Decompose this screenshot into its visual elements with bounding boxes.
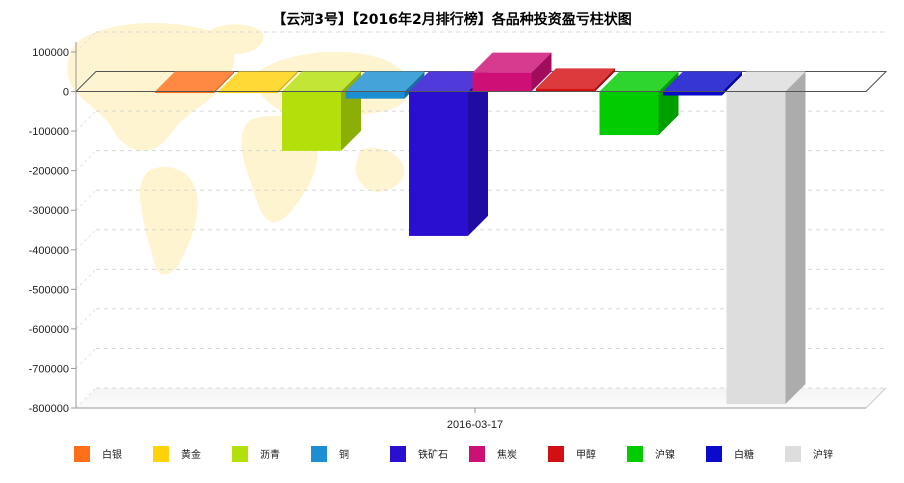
bar [218,71,298,94]
gridline-depth [75,308,97,330]
legend: 白银 黄金 沥青 铜 铁矿石 焦炭 甲醇 沪镍 白糖 沪锌 [74,446,833,462]
bar-front [218,91,278,94]
bar-top [218,71,298,92]
gridline-depth [75,31,97,53]
legend-swatch [153,446,169,462]
world-map-background [67,22,411,275]
legend-swatch [469,446,485,462]
y-tick-label: 0 [63,87,69,99]
bar [472,52,552,92]
legend-item[interactable]: 黄金 [153,446,201,462]
legend-swatch [74,446,90,462]
bar-top [345,71,425,92]
y-tick-label: -300000 [29,205,69,217]
bar-front [155,91,214,94]
bars [155,52,806,405]
legend-label: 沥青 [260,448,280,461]
legend-label: 铁矿石 [418,448,448,461]
bar [155,71,234,94]
bar-top [663,71,742,92]
zero-plane-front-edge [76,71,887,93]
bar-top [599,71,679,92]
bar [663,71,742,96]
chart-title: 【云河3号】【2016年2月排行榜】各品种投资盈亏柱状图 [272,11,631,28]
bar-front [726,91,786,405]
bar-front [663,91,722,96]
y-tick-label: -100000 [29,126,69,138]
legend-label: 甲醇 [576,448,596,461]
y-tick-label: -200000 [29,166,69,178]
y-axis: 100000 0 -100000 -200000 -300000 -400000 -5000… [29,42,77,415]
legend-item[interactable]: 铜 [311,446,349,462]
legend-item[interactable]: 沪镍 [627,446,675,462]
legend-item[interactable]: 沪锌 [785,446,833,462]
legend-swatch [548,446,564,462]
bar-side [277,71,298,94]
bar [536,68,615,92]
legend-item[interactable]: 白糖 [706,446,754,462]
gridline-depth [75,150,97,172]
legend-label: 白糖 [734,448,754,461]
gridline-depth [75,189,97,211]
gridline-depth [75,268,97,290]
legend-item[interactable]: 焦炭 [469,446,517,462]
bar-front [409,91,468,236]
legend-item[interactable]: 铁矿石 [390,446,448,462]
bar [726,71,806,405]
y-tick-label: -700000 [29,363,69,375]
legend-label: 白银 [102,448,122,461]
legend-label: 沪锌 [813,448,833,461]
legend-swatch [232,446,248,462]
legend-swatch [627,446,643,462]
bar-top [726,71,806,92]
bar-front [536,88,595,92]
bar-top [472,52,552,73]
legend-swatch [706,446,722,462]
gridline-depth [75,110,97,132]
gridline-depth [75,348,97,369]
y-tick-label: -400000 [29,245,69,257]
bar [409,71,488,236]
y-tick-label: -600000 [29,324,69,336]
legend-item[interactable]: 沥青 [232,446,280,462]
bar-side [722,71,742,96]
legend-swatch [785,446,801,462]
legend-swatch [311,446,327,462]
legend-label: 黄金 [181,448,201,461]
bar-top [155,71,234,92]
bar [599,71,679,136]
bar-front [282,91,341,151]
y-tick-label: 100000 [32,47,69,59]
legend-label: 铜 [339,449,349,461]
plot-floor [76,387,887,409]
gridline-depth [75,387,97,409]
bar-front [599,91,659,136]
legend-label: 焦炭 [497,448,517,461]
bar-top [409,71,488,92]
legend-label: 沪镍 [655,448,675,461]
bar-front [345,91,405,99]
legend-item[interactable]: 甲醇 [548,446,596,462]
gridline-depth [75,229,97,251]
y-tick-label: -800000 [29,403,69,415]
bar [282,71,361,151]
legend-swatch [390,446,406,462]
bar-side [595,68,615,92]
legend-item[interactable]: 白银 [74,446,122,462]
bar-side [468,71,488,236]
bar-side [531,52,552,92]
bar-side [214,71,234,94]
bar-front [472,72,532,92]
y-tick-label: -500000 [29,284,69,296]
bar-side [785,71,806,405]
x-axis: 2016-03-17 [447,408,503,431]
x-tick-label: 2016-03-17 [447,419,503,431]
bar-top [282,71,361,92]
bar-top [536,68,615,89]
